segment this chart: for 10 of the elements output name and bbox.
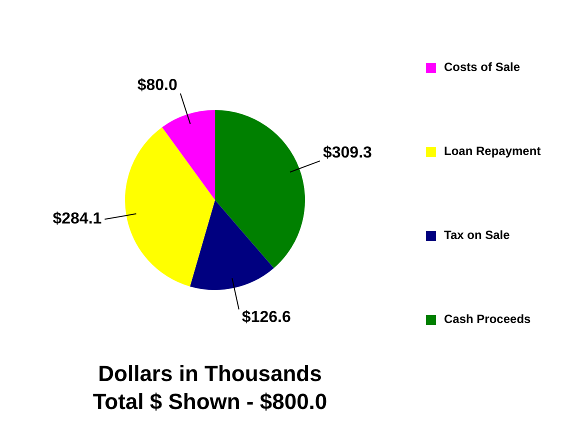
- legend-label: Loan Repayment: [444, 144, 542, 159]
- data-label: $284.1: [52, 210, 102, 228]
- legend-label: Costs of Sale: [444, 60, 522, 75]
- legend-label: Cash Proceeds: [444, 312, 532, 327]
- legend-label: Tax on Sale: [444, 228, 511, 243]
- data-label: $309.3: [322, 144, 372, 162]
- data-label: $126.6: [242, 308, 291, 326]
- data-label: $80.0: [137, 76, 178, 94]
- text: Total $ Shown - $800.0: [92, 388, 328, 416]
- text: Dollars in Thousands: [97, 360, 323, 388]
